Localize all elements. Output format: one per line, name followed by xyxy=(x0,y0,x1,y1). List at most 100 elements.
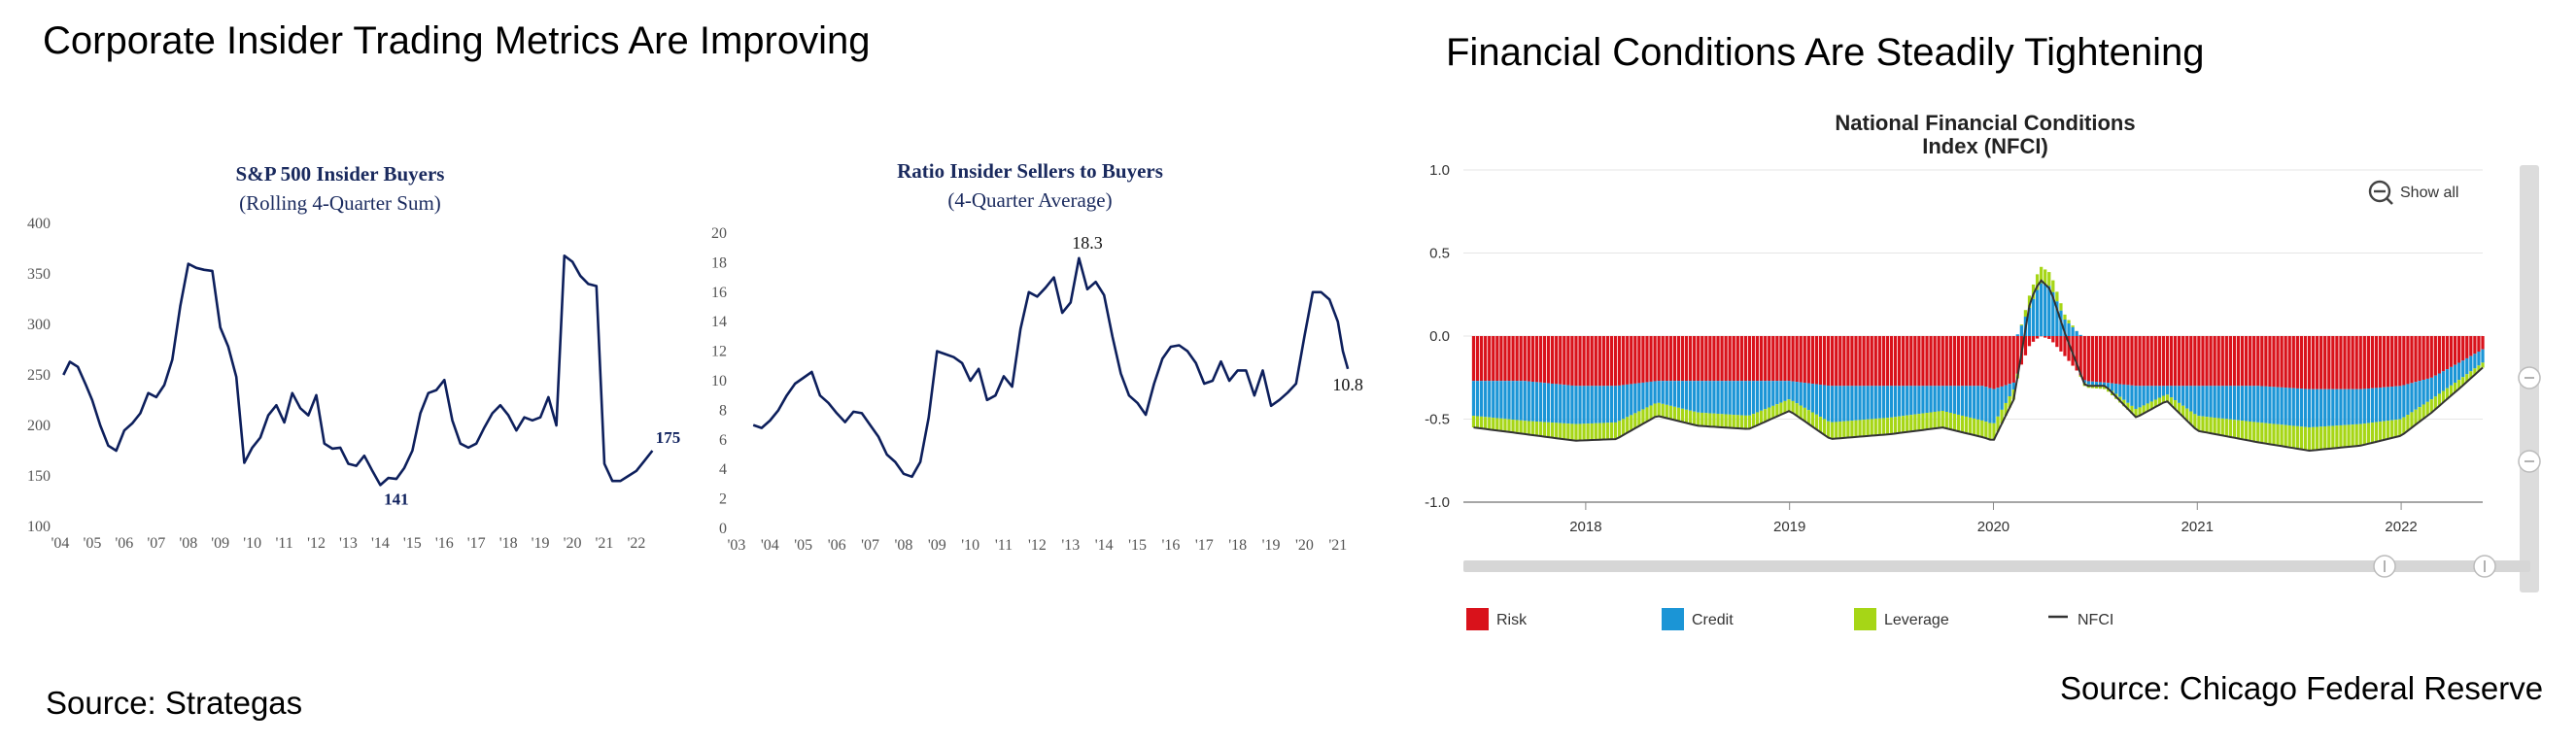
risk-bar xyxy=(1996,336,2000,389)
legend-leverage-swatch xyxy=(1854,608,1876,630)
credit-bar xyxy=(2004,385,2008,403)
credit-bar xyxy=(2224,386,2228,420)
x-tick-label: '19 xyxy=(532,535,550,552)
risk-bar xyxy=(1806,336,1810,384)
credit-bar xyxy=(2402,385,2406,418)
show-all-label: Show all xyxy=(2400,185,2458,201)
credit-bar xyxy=(1609,386,1614,423)
leverage-bar xyxy=(2449,385,2454,396)
risk-bar xyxy=(2339,336,2343,389)
credit-bar xyxy=(1668,381,1672,406)
risk-bar xyxy=(2457,336,2461,363)
risk-bar xyxy=(2157,336,2161,387)
y-tick-label: 0.0 xyxy=(1429,328,1450,345)
risk-bar xyxy=(2394,336,2398,387)
leverage-bar xyxy=(2406,415,2410,431)
risk-bar xyxy=(1720,336,1724,382)
risk-bar xyxy=(2433,336,2437,376)
risk-bar xyxy=(1633,336,1637,384)
leverage-bar xyxy=(2161,395,2166,403)
credit-bar xyxy=(2441,371,2446,391)
x-tick-label: '17 xyxy=(467,535,486,552)
risk-bar xyxy=(2410,336,2414,384)
risk-bar xyxy=(2031,336,2036,342)
leverage-bar xyxy=(2387,421,2390,439)
credit-bar xyxy=(2358,389,2362,424)
leverage-bar xyxy=(1799,405,1803,419)
risk-bar xyxy=(2280,336,2284,388)
leverage-bar xyxy=(2477,365,2481,372)
risk-bar xyxy=(2303,336,2308,389)
credit-bar xyxy=(2410,383,2414,413)
credit-bar xyxy=(1665,381,1668,405)
risk-bar xyxy=(2429,336,2433,378)
leverage-bar xyxy=(1630,415,1633,431)
credit-bar xyxy=(2268,387,2272,424)
risk-bar xyxy=(2220,336,2224,387)
risk-bar xyxy=(2477,336,2481,352)
leverage-bar xyxy=(1597,423,1601,440)
risk-bar xyxy=(2315,336,2319,389)
credit-bar xyxy=(1653,381,1657,404)
risk-bar xyxy=(2004,336,2008,386)
chart2-subtitle: (4-Quarter Average) xyxy=(947,188,1112,212)
series-line xyxy=(62,254,654,487)
y-tick-label: 0 xyxy=(719,521,727,537)
risk-bar xyxy=(1594,336,1597,387)
leverage-bar xyxy=(1479,416,1484,429)
credit-bar xyxy=(1684,381,1689,410)
credit-bar xyxy=(1826,386,1831,422)
leverage-bar xyxy=(1534,422,1539,436)
credit-bar xyxy=(2149,386,2153,402)
risk-bar xyxy=(2343,336,2347,389)
leverage-bar xyxy=(1743,415,1748,429)
credit-bar xyxy=(2335,389,2339,426)
leverage-bar xyxy=(2228,419,2232,437)
credit-bar xyxy=(1893,386,1898,418)
credit-bar xyxy=(2236,386,2241,421)
show-all-button[interactable]: Show all xyxy=(2368,180,2458,205)
leverage-bar xyxy=(1551,423,1555,438)
risk-bar xyxy=(2197,336,2201,387)
leverage-bar xyxy=(1870,419,1873,436)
credit-bar xyxy=(2429,377,2433,400)
leverage-bar xyxy=(2256,422,2260,443)
leverage-bar xyxy=(1495,418,1499,431)
credit-bar xyxy=(2465,357,2469,375)
credit-bar xyxy=(1559,384,1563,423)
credit-bar xyxy=(1479,381,1484,417)
leverage-bar xyxy=(2351,424,2354,447)
x-tick-label: '13 xyxy=(1061,537,1080,554)
x-tick-label: 2018 xyxy=(1569,519,1601,535)
risk-bar xyxy=(1969,336,1973,387)
credit-bar xyxy=(1688,381,1693,411)
x-tick-label: '14 xyxy=(371,535,390,552)
risk-bar xyxy=(1724,336,1728,382)
horizontal-scrollbar[interactable] xyxy=(1463,560,2530,572)
leverage-bar xyxy=(2173,400,2178,410)
leverage-bar xyxy=(2031,284,2036,299)
credit-bar xyxy=(1594,386,1597,423)
credit-bar xyxy=(2418,381,2421,408)
risk-bar xyxy=(1732,336,1735,382)
credit-bar xyxy=(2347,389,2351,425)
risk-bar xyxy=(1708,336,1712,382)
data-label: 10.8 xyxy=(1332,375,1363,394)
credit-bar xyxy=(1944,386,1948,412)
leverage-bar xyxy=(1831,422,1835,439)
risk-bar xyxy=(1563,336,1566,386)
leverage-bar xyxy=(2335,425,2339,449)
credit-bar xyxy=(2295,388,2299,426)
legend-credit-label: Credit xyxy=(1692,612,1734,628)
y-tick-label: 300 xyxy=(27,317,51,333)
risk-bar xyxy=(1684,336,1689,382)
risk-bar xyxy=(1672,336,1677,382)
credit-bar xyxy=(1613,386,1618,423)
leverage-bar xyxy=(2418,407,2421,423)
credit-bar xyxy=(1511,381,1515,421)
risk-bar xyxy=(1495,336,1499,382)
credit-bar xyxy=(2011,382,2015,390)
risk-bar xyxy=(1519,336,1523,382)
credit-bar xyxy=(1578,386,1582,424)
risk-bar xyxy=(2390,336,2394,388)
